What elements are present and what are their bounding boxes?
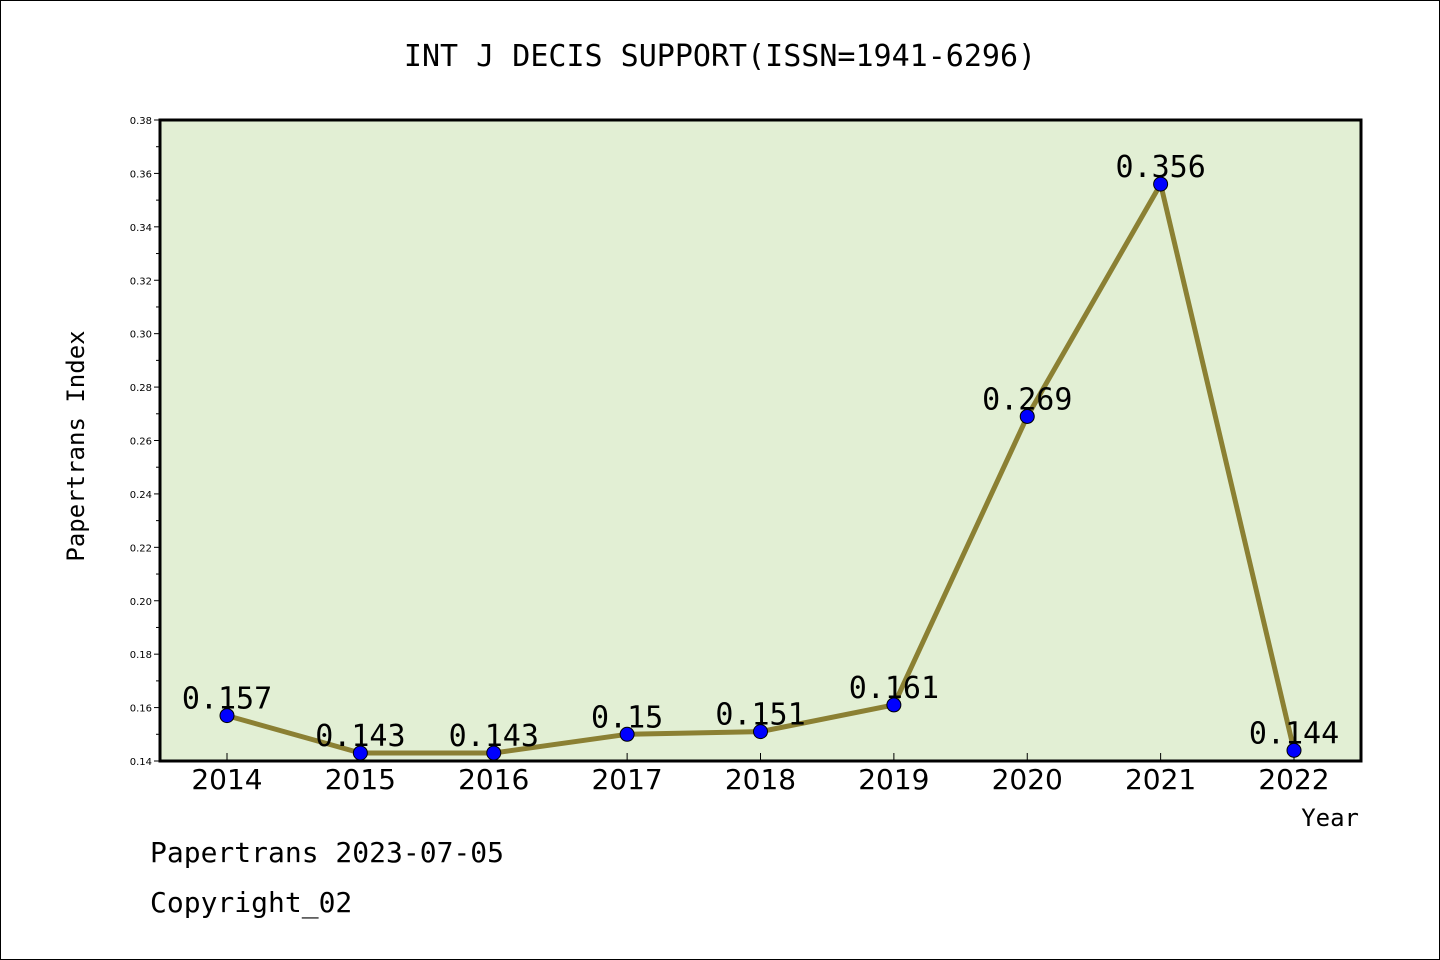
x-tick-label: 2019 — [858, 763, 929, 796]
y-tick-label: 0.28 — [130, 383, 152, 394]
x-axis-label: Year — [1301, 804, 1359, 832]
y-tick-label: 0.38 — [130, 116, 152, 127]
y-tick-label: 0.34 — [130, 223, 152, 234]
x-tick-label: 2015 — [325, 763, 396, 796]
data-point — [486, 745, 502, 761]
data-point — [1286, 742, 1302, 758]
data-label: 0.143 — [315, 719, 405, 754]
data-point — [1153, 176, 1169, 192]
y-tick-label: 0.20 — [130, 597, 152, 608]
y-tick-label: 0.32 — [130, 276, 152, 287]
data-point — [886, 697, 902, 713]
y-tick-label: 0.36 — [130, 169, 152, 180]
data-point — [753, 724, 768, 740]
x-tick-label: 2020 — [992, 763, 1063, 796]
x-tick-label: 2018 — [725, 763, 796, 796]
data-label: 0.144 — [1249, 716, 1339, 751]
x-tick-label: 2021 — [1125, 763, 1196, 796]
y-tick-label: 0.22 — [130, 543, 152, 554]
data-label: 0.356 — [1115, 150, 1205, 185]
data-point — [619, 726, 635, 742]
footer-date: Papertrans 2023-07-05 — [150, 836, 505, 869]
data-label: 0.161 — [849, 671, 939, 706]
data-point — [219, 708, 235, 724]
y-tick-label: 0.18 — [130, 650, 152, 661]
x-tick-label: 2022 — [1258, 763, 1329, 796]
data-point — [1019, 408, 1035, 424]
data-point — [352, 745, 368, 761]
x-tick-label: 2014 — [191, 763, 262, 796]
y-tick-label: 0.26 — [130, 437, 152, 448]
y-tick-label: 0.24 — [130, 490, 152, 501]
data-label: 0.151 — [715, 698, 805, 733]
data-label: 0.269 — [982, 382, 1072, 417]
footer-copyright: Copyright_02 — [150, 886, 353, 919]
x-tick-label: 2016 — [458, 763, 529, 796]
chart-title: INT J DECIS SUPPORT(ISSN=1941-6296) — [404, 39, 1036, 74]
y-tick-label: 0.30 — [130, 330, 152, 341]
plot-area — [158, 118, 1363, 763]
y-axis-label: Papertrans Index — [62, 330, 90, 561]
y-tick-label: 0.16 — [130, 704, 152, 715]
series: 0.157 0.143 0.143 0.15 0.151 0.161 0.269 0.356 0… — [182, 150, 1339, 761]
x-axis: 2014 2015 2016 2017 2018 2019 2020 2021 2022 — [191, 753, 1330, 796]
data-label: 0.157 — [182, 682, 272, 717]
y-axis: 0.14 0.16 0.18 0.20 0.22 0.24 0.26 0.28 0.30 0.32… — [130, 116, 160, 768]
x-tick-label: 2017 — [591, 763, 662, 796]
y-tick-label: 0.14 — [130, 757, 152, 768]
data-label: 0.143 — [449, 719, 539, 754]
data-label: 0.15 — [591, 700, 663, 735]
